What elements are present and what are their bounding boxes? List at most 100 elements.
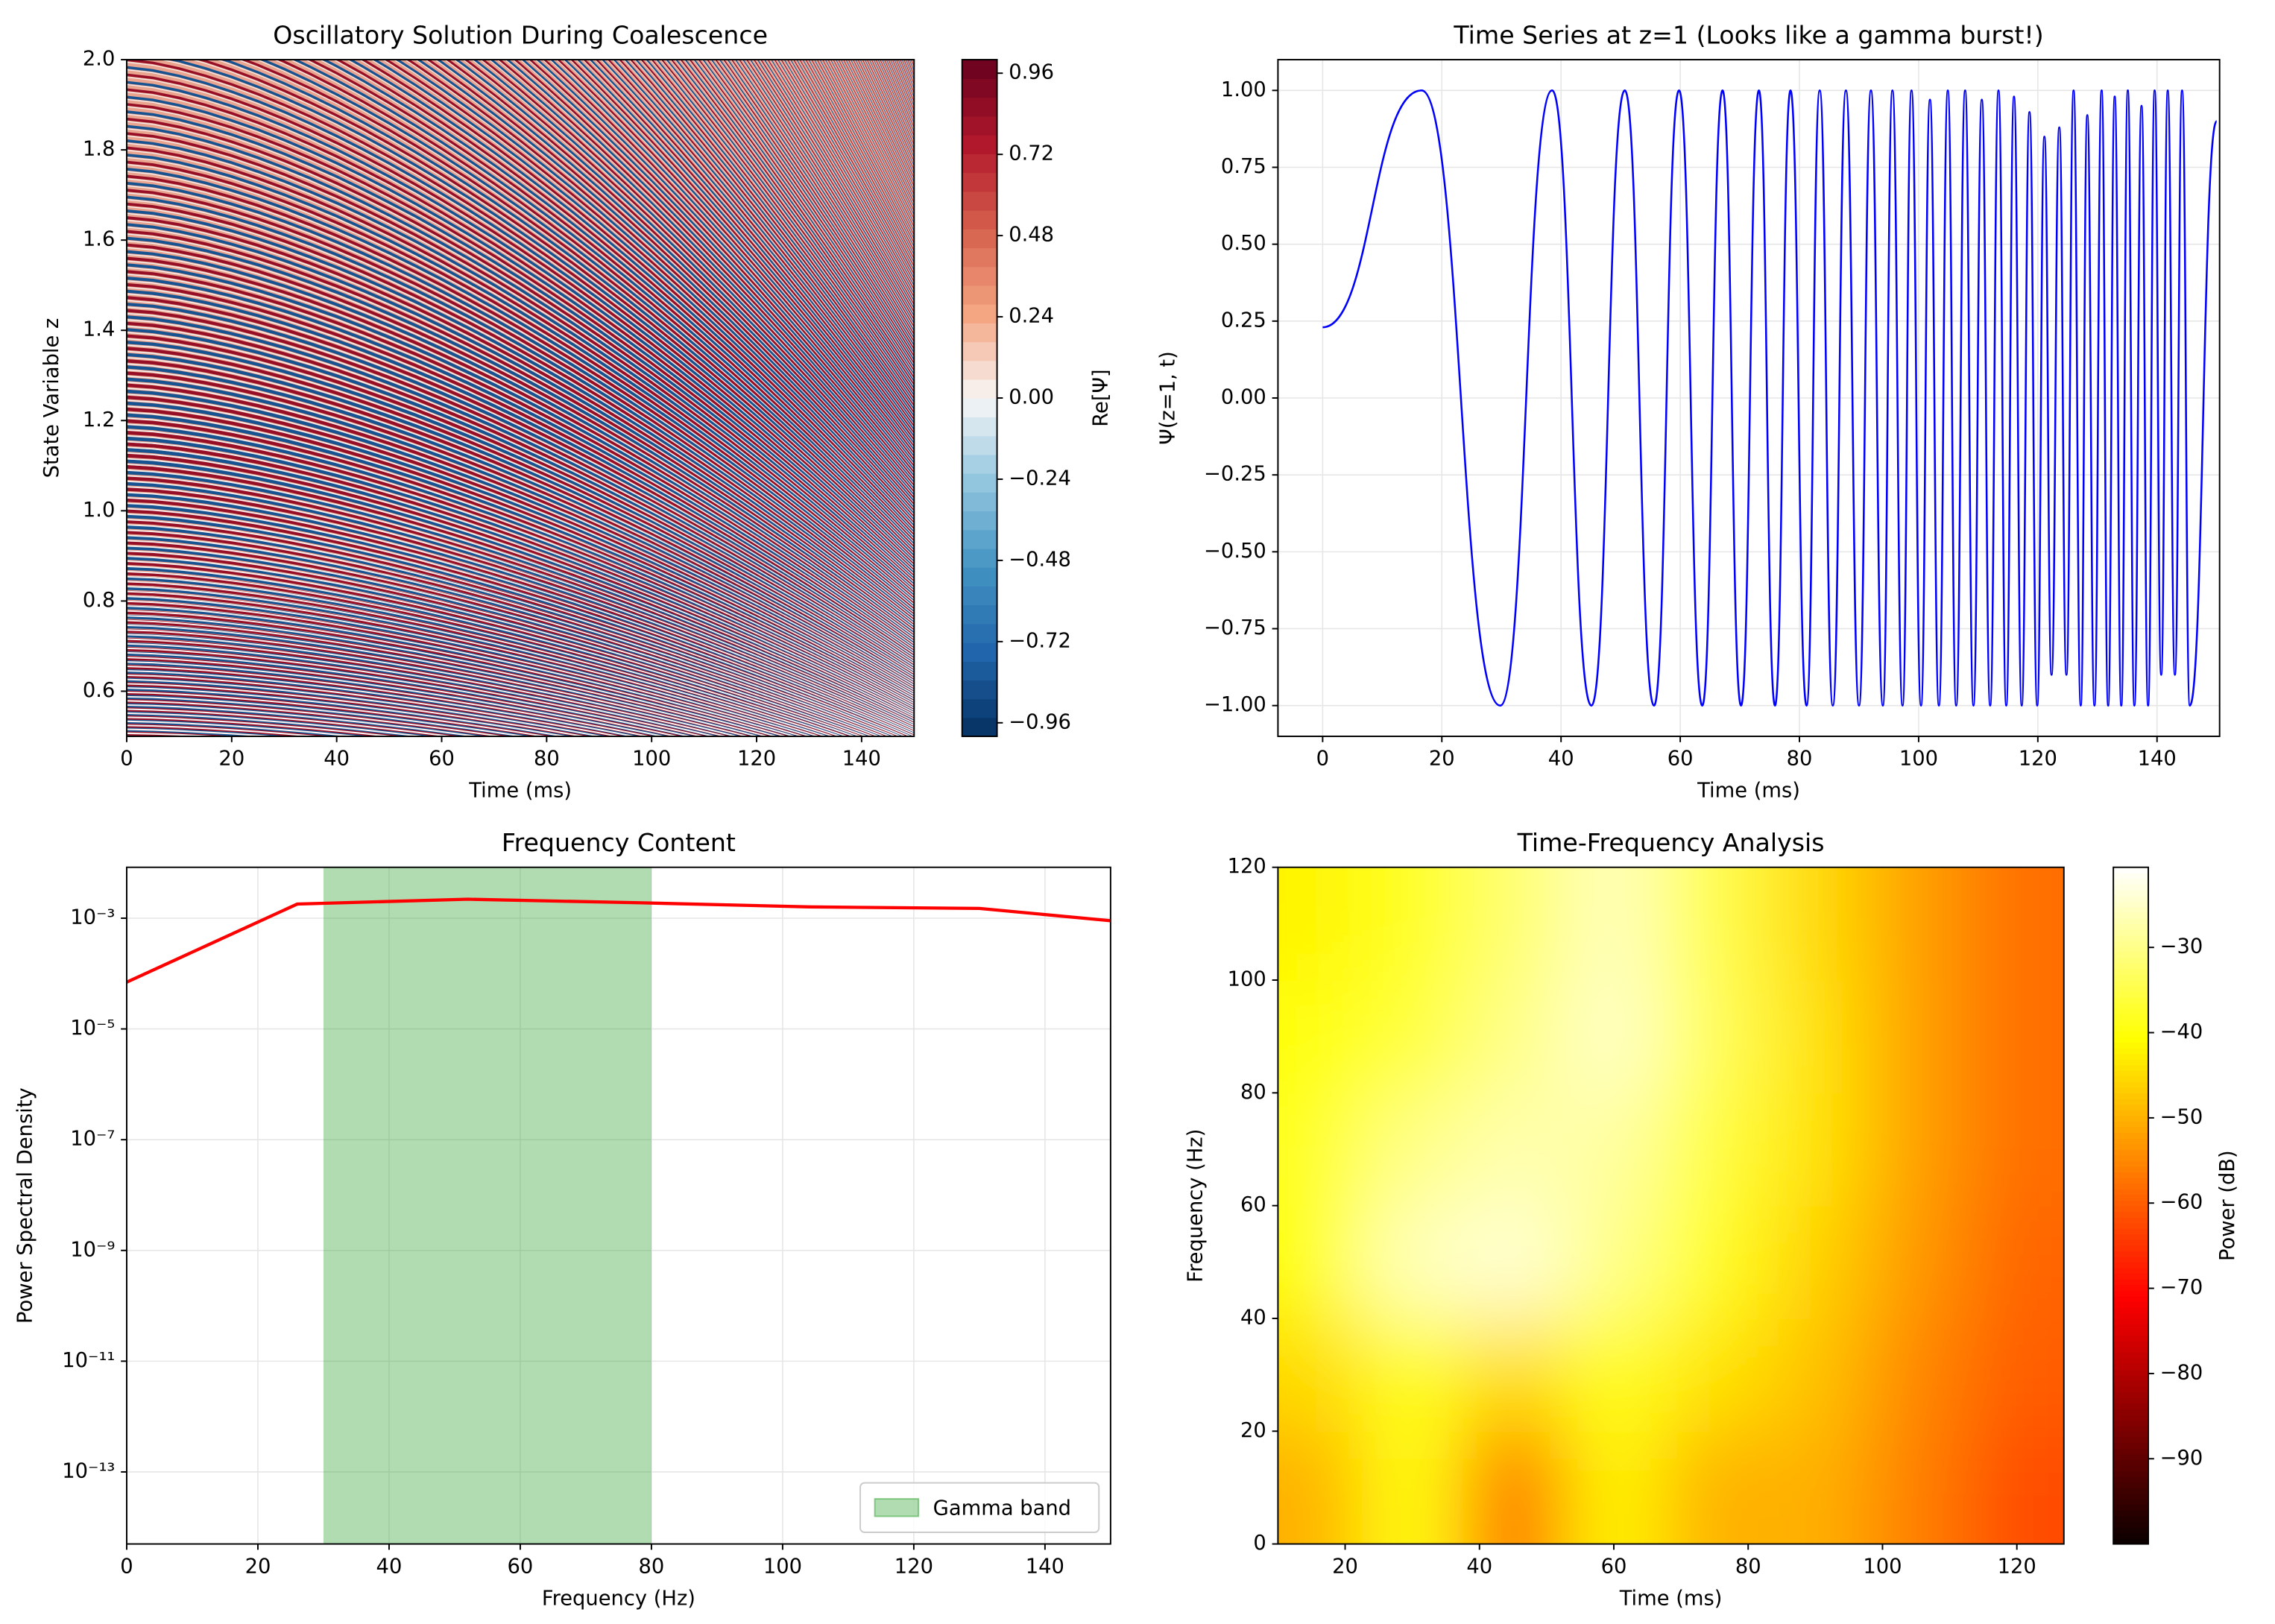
colorbar-swatch — [2113, 1482, 2149, 1488]
field-stripe — [126, 185, 915, 613]
x-tick-label: 60 — [429, 748, 455, 771]
x-tick-label: 80 — [1787, 748, 1813, 771]
heatmap-cells — [1278, 867, 2064, 1544]
heatmap-cell — [1664, 980, 1766, 1094]
field-stripe — [774, 60, 915, 298]
colorbar-swatch — [2113, 1312, 2149, 1319]
field-stripe — [126, 691, 550, 736]
field-stripe — [126, 174, 915, 609]
field-stripe — [126, 363, 915, 681]
heatmap-cell — [1462, 867, 1565, 981]
colorbar-swatch — [962, 154, 997, 174]
field-stripe — [126, 263, 915, 642]
colorbar-swatch — [2113, 906, 2149, 914]
colorbar-swatch — [962, 229, 997, 249]
field-stripe — [126, 154, 915, 601]
field-stripe — [126, 128, 915, 592]
field-stripe — [689, 60, 915, 379]
field-stripe — [126, 642, 717, 736]
field-stripe — [722, 60, 915, 350]
field-stripe — [126, 260, 915, 642]
heatmap-cell — [1966, 1431, 2064, 1544]
colorbar-swatch — [962, 303, 997, 323]
field-stripe — [126, 470, 915, 722]
colorbar-swatch — [2113, 867, 2149, 874]
colorbar-swatch — [2113, 1307, 2149, 1314]
x-tick-label: 140 — [1026, 1555, 1064, 1578]
field-stripe — [126, 195, 915, 617]
heatmap-cell — [1362, 1318, 1464, 1432]
field-stripe — [126, 481, 915, 727]
field-stripe — [126, 600, 805, 736]
heatmap-cell — [1563, 1318, 1665, 1432]
field-stripe — [126, 530, 904, 736]
field-stripe — [126, 452, 915, 715]
colorbar-swatch — [2113, 1409, 2149, 1415]
colorbar-swatch — [2113, 1216, 2149, 1224]
y-tick-label: 10⁻¹¹ — [62, 1349, 115, 1372]
field-stripe — [777, 60, 915, 295]
field-stripe — [126, 157, 915, 602]
colorbar-swatch — [2113, 1053, 2149, 1060]
x-tick-label: 120 — [737, 748, 776, 771]
field-stripe — [126, 236, 915, 633]
field-stripe — [455, 60, 915, 502]
field-stripe — [126, 629, 751, 736]
field-stripe — [742, 60, 915, 332]
field-stripe — [126, 647, 706, 736]
colorbar-swatch — [2113, 1008, 2149, 1015]
colorbar-swatch — [2113, 935, 2149, 941]
field-stripe — [126, 83, 915, 575]
colorbar-swatch — [2113, 1104, 2149, 1110]
y-axis-label: Power Spectral Density — [14, 1087, 37, 1324]
field-stripe — [126, 338, 915, 672]
y-tick-label: 0.6 — [83, 679, 115, 702]
field-stripe — [126, 634, 739, 736]
field-stripe — [726, 60, 915, 347]
field-stripe — [358, 60, 915, 531]
heatmap-cell — [1563, 1093, 1665, 1207]
field-stripe — [535, 60, 915, 470]
colorbar-swatch — [2113, 1081, 2149, 1088]
field-stripe — [126, 720, 364, 736]
heatmap-cell — [1278, 1205, 1363, 1319]
field-stripe — [126, 571, 849, 736]
field-stripe — [734, 60, 915, 339]
y-tick-label: 0.8 — [83, 589, 115, 612]
field-stripe — [196, 60, 915, 559]
field-stripe — [126, 98, 915, 581]
field-stripe — [564, 60, 915, 457]
field-stripe — [126, 657, 681, 736]
colorbar-swatch — [2113, 1301, 2149, 1308]
field-stripe — [562, 60, 915, 458]
field-stripe — [321, 60, 915, 538]
field-stripe — [126, 529, 897, 736]
heatmap-cell — [1462, 980, 1565, 1094]
x-tick-label: 20 — [218, 748, 244, 771]
field-stripe — [126, 325, 915, 667]
field-stripe — [126, 332, 915, 669]
colorbar-swatch — [2113, 1256, 2149, 1263]
field-stripe — [473, 60, 915, 496]
colorbar-swatch — [2113, 957, 2149, 964]
field-stripe — [126, 88, 915, 576]
heatmap-cell — [1764, 1318, 1867, 1432]
colorbar-swatch — [2113, 985, 2149, 992]
colorbar-tick-label: 0.24 — [1009, 305, 1054, 328]
field-stripe — [126, 464, 915, 720]
colorbar-swatch — [2113, 1403, 2149, 1409]
field-stripe — [126, 497, 915, 733]
colorbar-swatch — [962, 529, 997, 549]
heatmap-cell — [1278, 1093, 1363, 1207]
field-stripe — [722, 60, 915, 351]
x-tick-label: 140 — [2138, 748, 2177, 771]
field-stripe — [126, 687, 570, 736]
heatmap-cell — [1563, 1431, 1665, 1544]
field-stripe — [126, 508, 915, 736]
colorbar-swatch — [962, 116, 997, 136]
colorbar-swatch — [2113, 1447, 2149, 1455]
colorbar-swatch — [2113, 1019, 2149, 1026]
y-tick-label: 10⁻⁵ — [70, 1017, 115, 1040]
colorbar-swatch — [2113, 1335, 2149, 1342]
